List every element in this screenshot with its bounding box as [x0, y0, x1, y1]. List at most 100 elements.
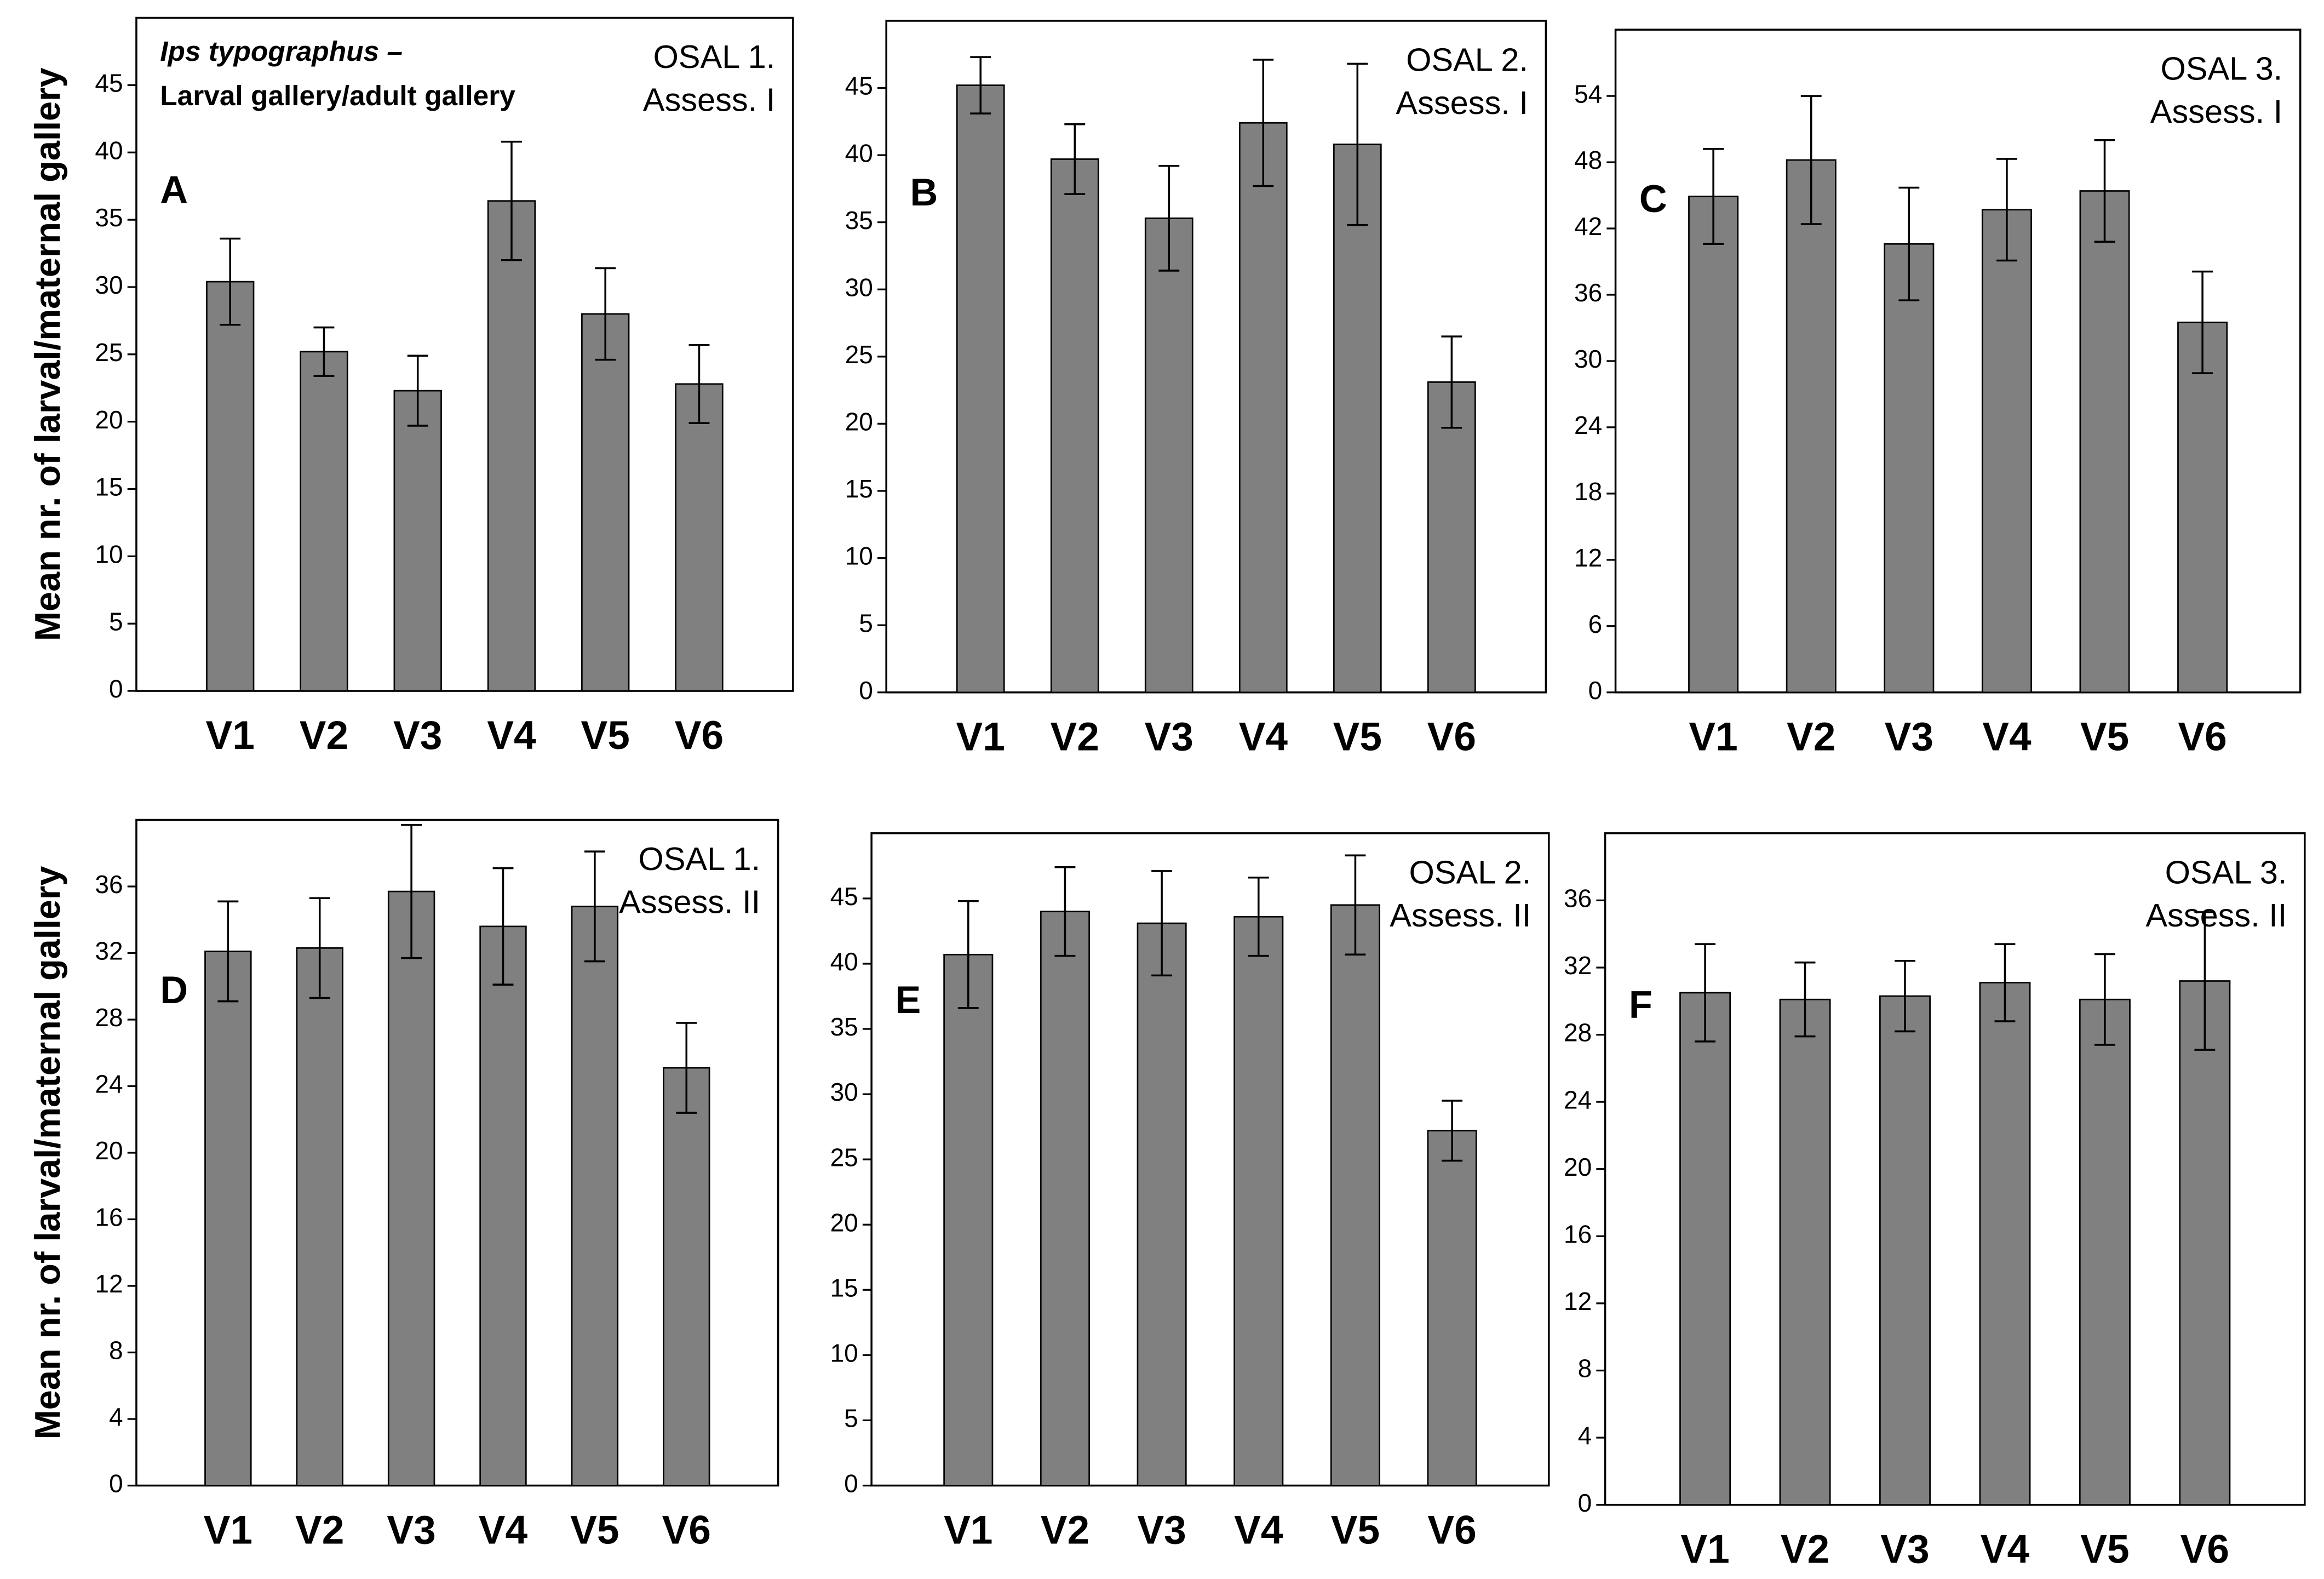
- error-bar: [1994, 943, 2016, 1022]
- annotation: OSAL 1.: [653, 38, 775, 75]
- annotation: Assess. I: [643, 81, 775, 118]
- bar: [943, 953, 994, 1486]
- annotation: Assess. II: [2145, 897, 2287, 934]
- y-tick-label: 12: [95, 1269, 123, 1298]
- y-tick-label: 10: [830, 1338, 858, 1367]
- x-tick-label: V5: [570, 1508, 619, 1552]
- bar: [1981, 209, 2032, 694]
- y-tick-label: 0: [109, 1469, 123, 1498]
- x-tick-label: V4: [1981, 1527, 2030, 1572]
- y-tick-label: 6: [1588, 610, 1603, 638]
- y-tick-label: 25: [830, 1143, 858, 1171]
- y-tick-label: 0: [1588, 676, 1603, 705]
- error-bar: [220, 237, 241, 326]
- bar: [1144, 217, 1193, 694]
- bar: [1786, 159, 1837, 694]
- y-tick-label: 20: [95, 1136, 123, 1165]
- y-tick-label: 12: [1564, 1287, 1592, 1315]
- bar: [300, 351, 348, 692]
- error-bar: [957, 900, 979, 1009]
- bar: [956, 84, 1005, 694]
- chart-title: Larval gallery/adult gallery: [160, 79, 515, 111]
- error-bar: [492, 867, 514, 986]
- y-tick-label: 8: [109, 1336, 123, 1365]
- y-tick-label: 0: [1578, 1489, 1592, 1517]
- x-tick-label: V6: [1427, 715, 1476, 759]
- annotation: OSAL 1.: [638, 840, 760, 877]
- y-tick-label: 48: [1574, 146, 1602, 174]
- y-axis-label: Mean nr. of larval/maternal gallery: [27, 67, 67, 641]
- y-tick-label: 0: [109, 674, 123, 703]
- bar: [1330, 904, 1380, 1486]
- x-tick-label: V4: [487, 713, 536, 758]
- panel-label: E: [895, 978, 921, 1021]
- x-tick-label: V6: [662, 1508, 711, 1552]
- error-bar: [1158, 164, 1180, 272]
- y-tick-label: 30: [830, 1078, 858, 1106]
- y-tick-label: 32: [1564, 951, 1592, 980]
- bar: [1427, 1130, 1477, 1486]
- x-tick-label: V2: [1041, 1508, 1089, 1552]
- y-tick-label: 20: [1564, 1153, 1592, 1181]
- x-tick-label: V4: [1239, 715, 1288, 759]
- panel-label: A: [160, 168, 188, 211]
- y-tick-label: 35: [95, 203, 123, 232]
- x-tick-label: V3: [1885, 715, 1933, 759]
- y-tick-label: 35: [830, 1012, 858, 1041]
- error-bar: [2194, 911, 2216, 1051]
- y-tick-label: 18: [1574, 477, 1602, 506]
- x-tick-label: V2: [300, 713, 348, 758]
- error-bar: [309, 897, 330, 999]
- error-bar: [217, 900, 239, 1003]
- y-tick-label: 5: [859, 609, 873, 637]
- y-tick-label: 15: [95, 473, 123, 501]
- annotation: OSAL 2.: [1406, 41, 1528, 78]
- y-tick-label: 16: [95, 1203, 123, 1232]
- y-tick-label: 15: [845, 474, 873, 503]
- bar: [2079, 190, 2130, 694]
- x-tick-label: V6: [675, 713, 724, 758]
- error-bar: [1996, 158, 2017, 262]
- error-bar: [1895, 959, 1915, 1033]
- annotation: Assess. I: [2150, 93, 2282, 130]
- x-tick-label: V5: [581, 713, 630, 758]
- y-tick-label: 0: [844, 1469, 858, 1498]
- x-tick-label: V4: [479, 1508, 528, 1552]
- x-tick-label: V2: [1051, 715, 1099, 759]
- error-bar: [2094, 953, 2115, 1046]
- y-tick-label: 28: [95, 1003, 123, 1032]
- y-tick-label: 45: [845, 72, 873, 100]
- annotation: OSAL 2.: [1409, 854, 1531, 890]
- bar: [479, 925, 527, 1486]
- error-bar: [501, 140, 522, 261]
- y-tick-label: 20: [830, 1208, 858, 1237]
- error-bar: [1794, 962, 1816, 1038]
- x-tick-label: V1: [1689, 715, 1737, 759]
- error-bar: [407, 354, 428, 427]
- y-tick-label: 10: [95, 540, 123, 569]
- error-bar: [970, 56, 991, 115]
- panel-label: D: [160, 968, 188, 1011]
- x-tick-label: V1: [204, 1508, 253, 1552]
- y-tick-label: 24: [1574, 411, 1602, 439]
- x-tick-label: V5: [2080, 715, 2129, 759]
- annotation: Assess. II: [619, 883, 760, 920]
- y-tick-label: 54: [1574, 79, 1602, 108]
- bar: [296, 947, 343, 1486]
- x-tick-label: V6: [2178, 715, 2227, 759]
- y-tick-label: 36: [1574, 278, 1602, 307]
- y-tick-label: 10: [845, 542, 873, 570]
- bar: [206, 281, 255, 692]
- y-tick-label: 28: [1564, 1019, 1592, 1047]
- bar: [387, 890, 435, 1486]
- y-tick-label: 0: [859, 676, 873, 705]
- bar: [1679, 992, 1731, 1506]
- bar: [1879, 995, 1931, 1506]
- error-bar: [688, 344, 710, 424]
- error-bar: [1695, 943, 1715, 1043]
- error-bar: [1898, 186, 1920, 301]
- error-bar: [313, 326, 335, 377]
- y-tick-label: 36: [95, 870, 123, 899]
- x-tick-label: V3: [1137, 1508, 1186, 1552]
